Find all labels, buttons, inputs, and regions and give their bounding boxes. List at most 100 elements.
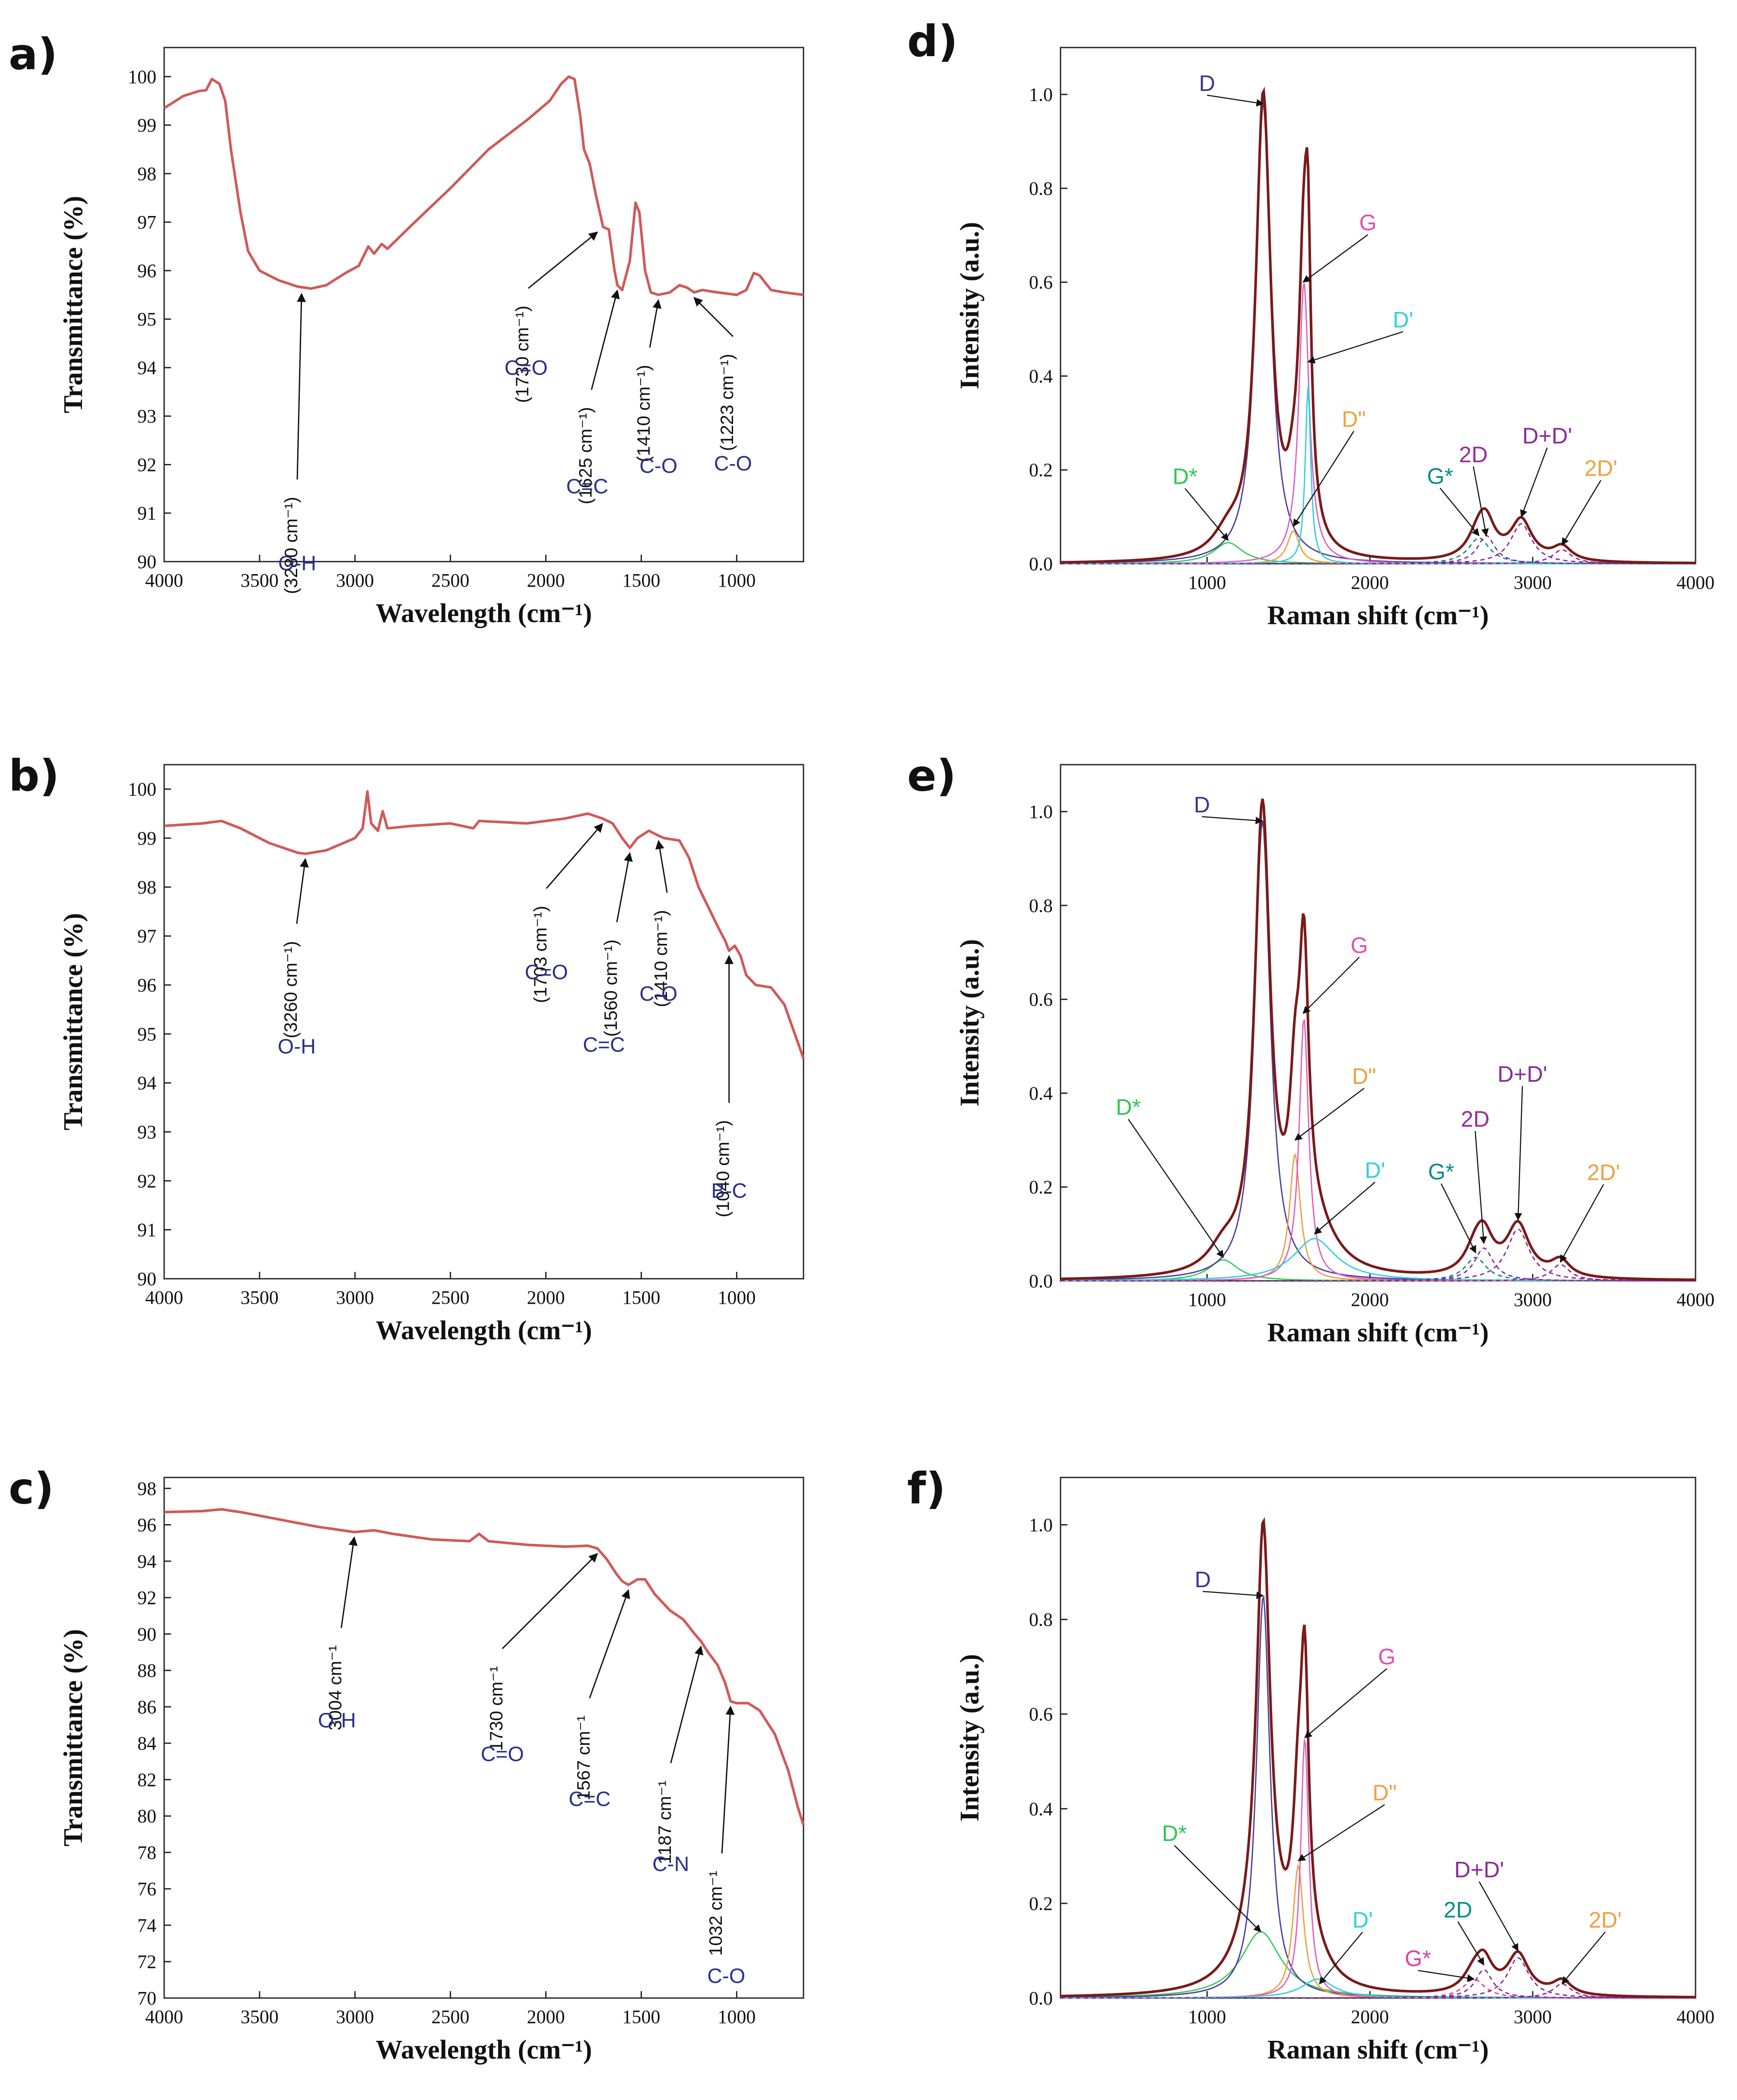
panel-label-a: a) — [9, 29, 57, 79]
peak-arrow — [1439, 488, 1480, 537]
x-tick-label: 4000 — [1677, 572, 1715, 593]
y-tick-label: 0.4 — [1029, 365, 1053, 387]
peak-label: D" — [1352, 1064, 1376, 1089]
x-axis-title: Wavelength (cm⁻¹) — [376, 2035, 592, 2065]
peak-arrow — [1307, 331, 1404, 364]
envelope-line — [1060, 798, 1696, 1281]
y-tick-label: 0.2 — [1029, 1177, 1053, 1198]
y-tick-label: 100 — [128, 779, 156, 800]
x-tick-label: 4000 — [1677, 1289, 1715, 1310]
x-tick-label: 2500 — [432, 570, 470, 591]
y-axis-title: Transmittance (%) — [59, 1629, 88, 1846]
y-tick-label: 98 — [137, 1478, 156, 1499]
series-line-ftir — [164, 790, 805, 1059]
annotation-wavenumber: 1567 cm⁻¹ — [573, 1716, 594, 1801]
peak-label: D* — [1172, 464, 1197, 489]
x-tick-label: 3500 — [241, 570, 279, 591]
annotation-group: C=O — [525, 961, 568, 984]
y-tick-label: 0.8 — [1029, 1609, 1053, 1630]
x-tick-label: 3000 — [1514, 1289, 1552, 1310]
component-G — [1061, 1019, 1696, 1282]
x-tick-label: 4000 — [145, 1287, 183, 1308]
peak-arrow — [1514, 1086, 1523, 1221]
x-axis-title: Raman shift (cm⁻¹) — [1267, 601, 1489, 630]
peak-arrow — [1560, 1184, 1604, 1263]
y-tick-label: 96 — [137, 1515, 156, 1536]
peak-arrow — [1302, 234, 1369, 283]
annotation-wavenumber: 1730 cm⁻¹ — [486, 1666, 506, 1751]
plot-frame-a — [163, 47, 804, 562]
chart-c: c) 4000 3500 3000 2500 2000 1500 1000 70 72 74 76 78… — [9, 1463, 805, 2065]
y-tick-label: 1.0 — [1029, 1515, 1053, 1536]
annotation-wavenumber: (1560 cm⁻¹) — [600, 940, 621, 1037]
y-axis-title: Intensity (a.u.) — [955, 222, 984, 390]
annotation-arrow — [296, 292, 306, 480]
x-axis-title: Wavelength (cm⁻¹) — [376, 599, 592, 628]
y-tick-label: 0.4 — [1029, 1083, 1053, 1104]
x-tick-label: 1500 — [622, 570, 660, 591]
peak-arrow — [1207, 95, 1264, 107]
y-tick-label: 94 — [137, 1551, 156, 1572]
y-tick-label: 1.0 — [1029, 801, 1053, 823]
component-DpDp — [1061, 1957, 1696, 1999]
annotation-wavenumber: (3260 cm⁻¹) — [280, 941, 301, 1038]
x-tick-label: 1000 — [1188, 1289, 1226, 1310]
annotation-arrow — [502, 1553, 598, 1649]
annotation-arrow — [546, 823, 603, 889]
y-tick-label: 0.2 — [1029, 460, 1053, 481]
annotation-wavenumber: (1040 cm⁻¹) — [713, 1120, 733, 1217]
x-axis-title: Raman shift (cm⁻¹) — [1267, 1318, 1489, 1347]
peak-label: 2D' — [1587, 1160, 1620, 1185]
y-tick-label: 93 — [137, 1121, 156, 1143]
peak-label: G* — [1405, 1946, 1431, 1971]
y-tick-label: 86 — [137, 1697, 156, 1718]
peak-arrow — [1474, 1131, 1487, 1244]
y-axis-title: Intensity (a.u.) — [955, 1654, 984, 1822]
x-tick-label: 2000 — [527, 2006, 565, 2027]
peak-arrow — [1520, 447, 1548, 518]
peak-label: G* — [1428, 1160, 1454, 1185]
annotation-group: C=C — [566, 475, 608, 498]
annotation-group: C-O — [714, 452, 752, 475]
x-tick-label: 3000 — [1514, 572, 1552, 593]
annotation-arrow — [649, 299, 662, 348]
annotation-group: C-O — [707, 1965, 745, 1988]
y-axis-title: Intensity (a.u.) — [955, 939, 984, 1107]
series-line-ftir — [164, 1508, 805, 1826]
annotation-arrow — [589, 1589, 630, 1699]
peak-arrow — [1184, 488, 1229, 541]
peak-arrow — [1302, 956, 1360, 1014]
peak-label: D — [1194, 792, 1210, 817]
x-tick-label: 1000 — [1188, 572, 1226, 593]
annotation-arrow — [591, 289, 620, 390]
plot-frame-c — [163, 1477, 804, 1999]
envelope-line — [1061, 86, 1696, 565]
y-tick-label: 0.4 — [1029, 1798, 1053, 1820]
chart-a: a) 4000 3500 3000 2500 2000 1500 1000 90 91 92 93 94… — [9, 29, 804, 628]
y-tick-label: 82 — [137, 1769, 156, 1790]
x-axis-title: Raman shift (cm⁻¹) — [1267, 2035, 1489, 2065]
x-tick-label: 2000 — [527, 570, 565, 591]
plot-frame-d — [1060, 47, 1696, 565]
y-tick-label: 98 — [137, 877, 156, 898]
x-tick-label: 4000 — [145, 2006, 183, 2027]
peak-label: D' — [1353, 1908, 1373, 1933]
component-D — [1060, 821, 1696, 1281]
peak-arrow — [1203, 1591, 1264, 1599]
y-tick-label: 0.0 — [1029, 1271, 1053, 1292]
annotation-arrow — [721, 1706, 735, 1854]
peak-label: G — [1359, 210, 1376, 235]
x-tick-label: 1000 — [718, 570, 756, 591]
peak-arrow — [1561, 1932, 1606, 1985]
peak-arrow — [1418, 1970, 1475, 1982]
y-tick-label: 0.6 — [1029, 272, 1053, 293]
y-tick-label: 94 — [137, 1073, 156, 1094]
y-tick-label: 96 — [137, 975, 156, 996]
annotation-group: C-N — [652, 1853, 689, 1876]
y-axis-title: Transmittance (%) — [59, 196, 88, 413]
y-tick-label: 100 — [128, 66, 156, 87]
y-tick-label: 78 — [137, 1842, 156, 1863]
panel-label-c: c) — [9, 1463, 54, 1514]
y-tick-label: 99 — [137, 828, 156, 849]
peak-label: 2D — [1461, 1107, 1489, 1132]
